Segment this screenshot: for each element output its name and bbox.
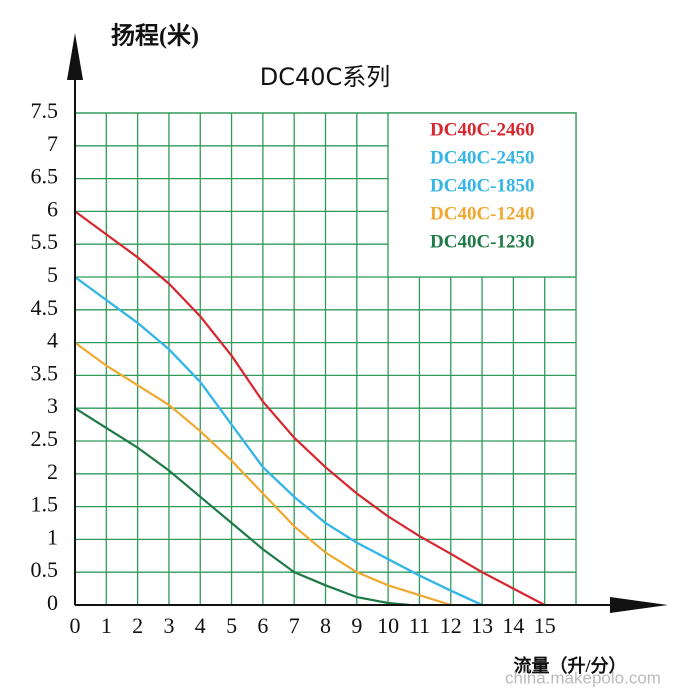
x-tick-label: 14 (502, 613, 524, 638)
y-tick-label: 0.5 (31, 557, 59, 582)
y-tick-label: 6.5 (31, 164, 59, 189)
x-tick-label: 4 (195, 613, 206, 638)
x-tick-label: 6 (257, 613, 268, 638)
line (74, 341, 452, 607)
line (74, 407, 411, 607)
legend-box (387, 112, 577, 278)
legend-entry: DC40C-1240 (430, 203, 535, 224)
x-tick-label: 7 (289, 613, 300, 638)
x-axis-arrow (610, 597, 668, 613)
legend-entry: DC40C-1230 (430, 231, 535, 252)
legend-entry: DC40C-2450 (430, 147, 535, 168)
y-tick-label: 2.5 (31, 426, 59, 451)
legend-entry: DC40C-1850 (430, 175, 535, 196)
y-tick-label: 1 (47, 524, 58, 549)
y-tick-label: 4.5 (31, 295, 59, 320)
y-tick-label: 3 (47, 393, 58, 418)
line (74, 276, 483, 606)
legend-entry: DC40C-2460 (430, 119, 535, 140)
x-tick-label: 0 (70, 613, 81, 638)
x-tick-label: 1 (101, 613, 112, 638)
x-axis-label: 流量（升/分） (513, 655, 626, 676)
y-tick-label: 7 (47, 131, 58, 156)
y-tick-label: 7.5 (31, 98, 59, 123)
y-tick-label: 5.5 (31, 229, 59, 254)
y-tick-label: 0 (47, 590, 58, 615)
x-tick-label: 5 (226, 613, 237, 638)
x-tick-label: 8 (320, 613, 331, 638)
x-tick-label: 13 (471, 613, 493, 638)
x-tick-label: 10 (377, 613, 399, 638)
y-axis-label: 扬程(米) (111, 23, 199, 50)
x-tick-label: 15 (534, 613, 556, 638)
chart-title: DC40C系列 (260, 63, 391, 91)
y-tick-label: 5 (47, 262, 58, 287)
watermark: china.makepolo.com (505, 668, 661, 687)
x-tick-label: 11 (409, 613, 430, 638)
y-tick-label: 6 (47, 196, 58, 221)
y-tick-label: 3.5 (31, 360, 59, 385)
line (74, 210, 546, 606)
y-tick-label: 2 (47, 459, 58, 484)
y-tick-label: 4 (47, 328, 58, 353)
x-tick-label: 12 (440, 613, 462, 638)
y-tick-label: 1.5 (31, 492, 59, 517)
x-tick-label: 2 (132, 613, 143, 638)
x-tick-label: 9 (351, 613, 362, 638)
x-tick-label: 3 (163, 613, 174, 638)
y-axis-arrow (67, 33, 83, 80)
